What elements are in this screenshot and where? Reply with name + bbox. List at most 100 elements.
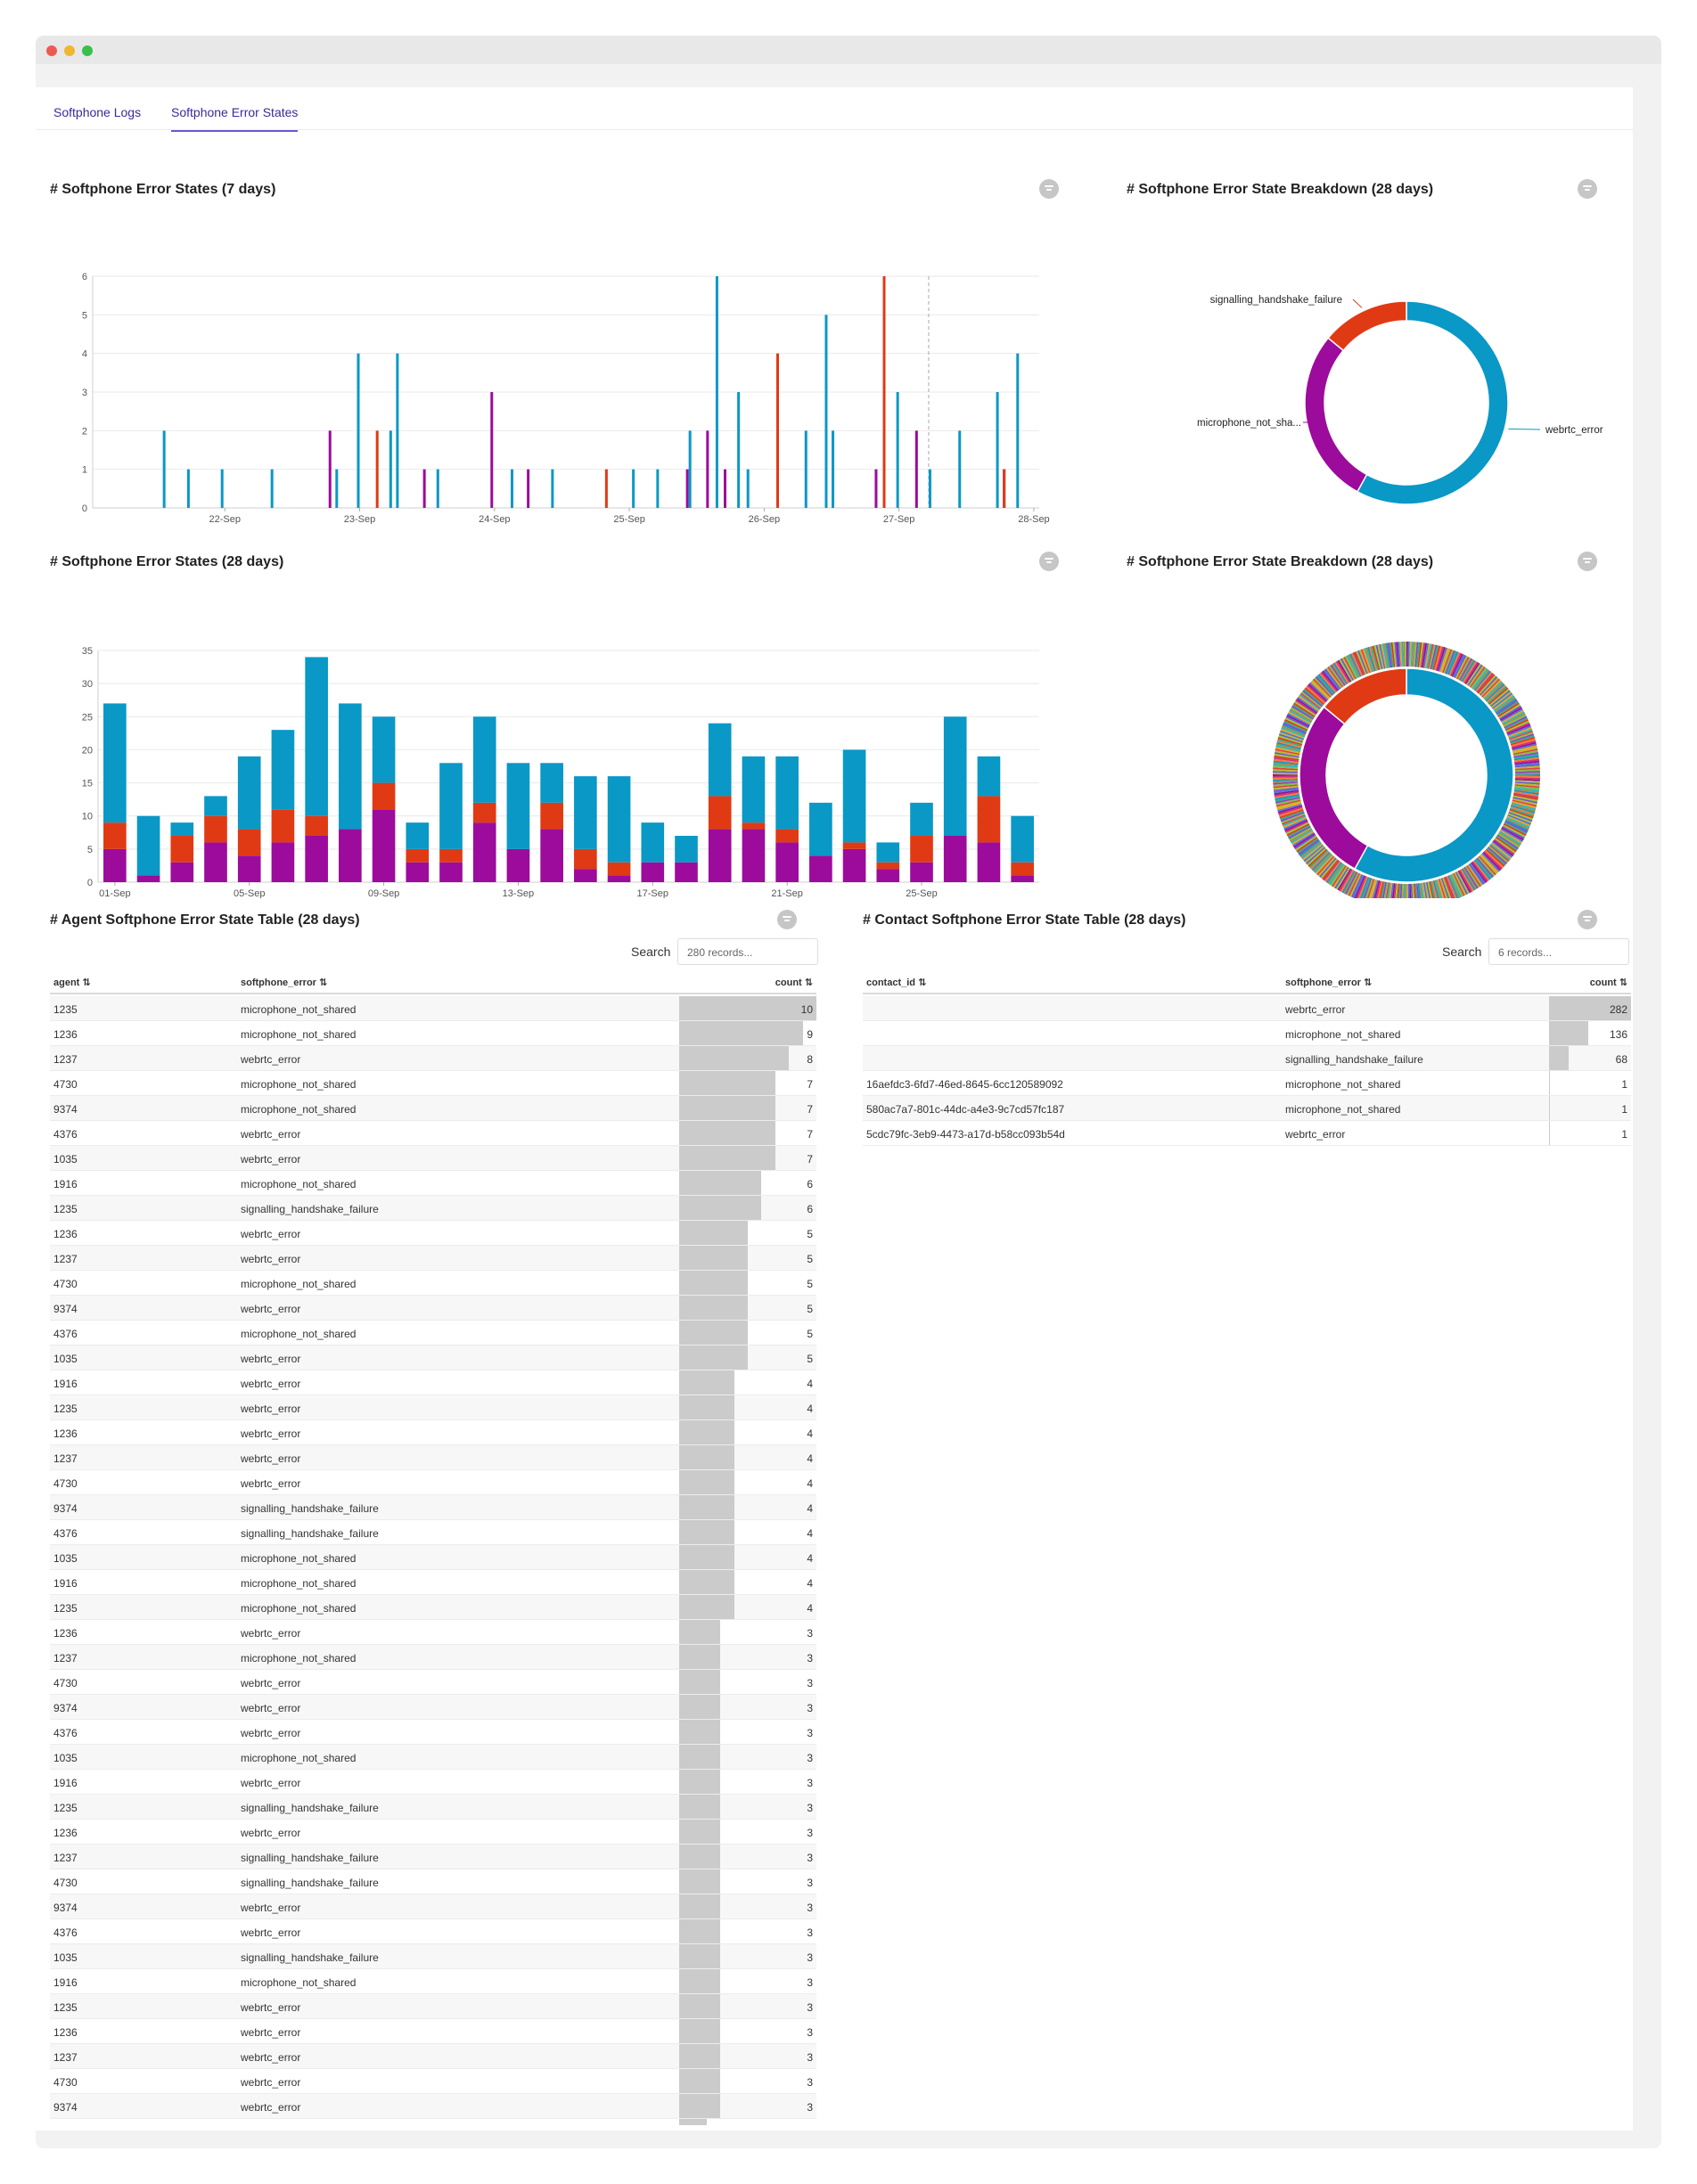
minimize-window-icon[interactable] (64, 45, 75, 56)
table-row[interactable]: 4730 signalling_handshake_failure 3 (50, 1869, 816, 1894)
table-row[interactable]: 1035 webrtc_error 5 (50, 1346, 816, 1370)
column-header-softphone_error[interactable]: softphone_error ⇅ (241, 977, 328, 988)
table-row[interactable]: 1035 microphone_not_shared 3 (50, 1745, 816, 1770)
table-row[interactable]: 4376 webrtc_error 7 (50, 1121, 816, 1146)
bar-segment-webrtc_error (742, 756, 766, 823)
table-row[interactable]: 4376 webrtc_error 3 (50, 1919, 816, 1944)
filter-icon[interactable] (1039, 179, 1059, 199)
table-row[interactable]: microphone_not_shared 136 (863, 1021, 1631, 1046)
table-row[interactable]: 4376 webrtc_error 3 (50, 1720, 816, 1745)
outer-ring-segment (1409, 883, 1412, 898)
table-row[interactable]: 1237 signalling_handshake_failure 3 (50, 1845, 816, 1869)
close-window-icon[interactable] (46, 45, 57, 56)
table-row[interactable]: 9374 webrtc_error 3 (50, 1695, 816, 1720)
table-row[interactable]: 580ac7a7-801c-44dc-a4e3-9c7cd57fc187 micr… (863, 1096, 1631, 1121)
bar-webrtc_error (737, 392, 741, 508)
table-row[interactable]: 16aefdc3-6fd7-46ed-8645-6cc120589092 micr… (863, 1071, 1631, 1096)
outer-ring-segment (1294, 834, 1316, 850)
tab-softphone-logs[interactable]: Softphone Logs (53, 105, 142, 119)
outer-ring-segment (1492, 839, 1514, 857)
table-row[interactable]: 1235 webrtc_error 3 (50, 1994, 816, 2019)
outer-ring-segment (1293, 833, 1316, 848)
outer-ring-segment (1483, 681, 1503, 700)
column-header-agent[interactable]: agent ⇅ (53, 977, 91, 988)
table-row[interactable]: 4376 signalling_handshake_failure 4 (50, 1520, 816, 1545)
outer-ring-segment (1476, 857, 1494, 878)
outer-ring-segment (1429, 881, 1434, 898)
tab-softphone-error-states[interactable]: Softphone Error States (171, 105, 299, 132)
table-row[interactable]: 5cdc79fc-3eb9-4473-a17d-b58cc093b54d webr… (863, 1121, 1631, 1146)
agent-search-input[interactable]: 280 records... (677, 938, 818, 965)
table-row[interactable]: 1237 webrtc_error 5 (50, 1246, 816, 1271)
bar-segment-webrtc_error (339, 703, 362, 830)
filter-icon[interactable] (1039, 552, 1059, 571)
table-row[interactable]: 4730 microphone_not_shared 5 (50, 1271, 816, 1296)
table-row[interactable]: 9374 microphone_not_shared 7 (50, 1096, 816, 1121)
table-row[interactable]: 1236 webrtc_error 3 (50, 1820, 816, 1845)
table-row[interactable]: 1237 microphone_not_shared 3 (50, 1645, 816, 1670)
table-row[interactable]: 1916 microphone_not_shared 6 (50, 1171, 816, 1196)
outer-ring-segment (1450, 874, 1463, 898)
table-row[interactable]: 1035 webrtc_error 7 (50, 1146, 816, 1171)
outer-ring-segment (1509, 732, 1534, 742)
table-row[interactable]: 1235 microphone_not_shared 4 (50, 1595, 816, 1620)
table-row[interactable]: signalling_handshake_failure 68 (863, 1046, 1631, 1071)
table-row[interactable]: 1236 webrtc_error 3 (50, 1620, 816, 1645)
outer-ring-segment (1514, 758, 1540, 764)
table-row[interactable]: 1235 webrtc_error 4 (50, 1395, 816, 1420)
outer-ring-segment (1504, 819, 1529, 831)
cell-contact_id: 580ac7a7-801c-44dc-a4e3-9c7cd57fc187 (866, 1103, 1065, 1116)
table-row[interactable]: 1035 microphone_not_shared 4 (50, 1545, 816, 1570)
table-row[interactable]: 1235 microphone_not_shared 10 (50, 996, 816, 1021)
x-tick-label: 05-Sep (234, 888, 265, 898)
table-row[interactable]: 4730 microphone_not_shared 7 (50, 1071, 816, 1096)
column-header-contact_id[interactable]: contact_id ⇅ (866, 977, 927, 988)
table-row[interactable]: 9374 webrtc_error 3 (50, 2094, 816, 2119)
table-row[interactable]: 1236 webrtc_error 4 (50, 1420, 816, 1445)
table-row[interactable]: 1237 webrtc_error 8 (50, 1046, 816, 1071)
table-row[interactable]: 1916 microphone_not_shared 3 (50, 1969, 816, 1994)
count-bar (679, 1845, 721, 1869)
column-header-count[interactable]: count ⇅ (1589, 977, 1627, 988)
table-row[interactable]: 1235 signalling_handshake_failure 3 (50, 1795, 816, 1820)
filter-icon[interactable] (1578, 179, 1597, 199)
outer-ring-segment (1514, 764, 1540, 768)
cell-agent: 4376 (53, 1727, 78, 1739)
table-row[interactable]: 4730 webrtc_error 3 (50, 1670, 816, 1695)
y-tick-label: 0 (87, 878, 93, 888)
column-header-softphone_error[interactable]: softphone_error ⇅ (1285, 977, 1373, 988)
chart-error-states-7d: 0 1 2 3 4 5 6 22-Sep 23-Sep 24-Sep 25-Sep 26-Sep 27-… (82, 272, 1050, 524)
column-header-count[interactable]: count ⇅ (775, 977, 813, 988)
table-row[interactable]: 1237 webrtc_error 3 (50, 2044, 816, 2069)
outer-ring-segment (1381, 881, 1386, 898)
outer-ring-segment (1285, 716, 1309, 729)
bar-signalling_handshake_failure (604, 469, 608, 508)
table-row[interactable]: 1916 webrtc_error 4 (50, 1370, 816, 1395)
table-row[interactable]: 4376 microphone_not_shared 5 (50, 1321, 816, 1346)
outer-ring-segment (1432, 879, 1439, 898)
filter-icon[interactable] (1578, 910, 1597, 929)
table-row[interactable]: 1235 signalling_handshake_failure 6 (50, 1196, 816, 1221)
contact-search-input[interactable]: 6 records... (1488, 938, 1629, 965)
table-row[interactable]: 4730 webrtc_error 4 (50, 1470, 816, 1495)
table-row[interactable]: 9374 webrtc_error 3 (50, 1894, 816, 1919)
table-row[interactable]: 1035 signalling_handshake_failure 3 (50, 1944, 816, 1969)
table-row[interactable]: 1916 microphone_not_shared 4 (50, 1570, 816, 1595)
outer-ring-segment (1479, 855, 1498, 875)
table-row[interactable]: 1236 webrtc_error 5 (50, 1221, 816, 1246)
table-row[interactable]: 1236 webrtc_error 3 (50, 2019, 816, 2044)
cell-count: 5 (807, 1228, 813, 1240)
table-row[interactable]: 9374 webrtc_error 5 (50, 1296, 816, 1321)
table-row[interactable]: webrtc_error 282 (863, 996, 1631, 1021)
outer-ring-segment (1273, 778, 1299, 781)
table-row[interactable]: 1237 webrtc_error 4 (50, 1445, 816, 1470)
table-row[interactable]: 4730 webrtc_error 3 (50, 2069, 816, 2094)
maximize-window-icon[interactable] (82, 45, 93, 56)
filter-icon[interactable] (777, 910, 797, 929)
table-row[interactable]: 1916 webrtc_error 3 (50, 1770, 816, 1795)
filter-icon[interactable] (1578, 552, 1597, 571)
table-row[interactable]: 9374 signalling_handshake_failure 4 (50, 1495, 816, 1520)
y-tick-label: 35 (82, 646, 93, 657)
table-row[interactable]: 1236 microphone_not_shared 9 (50, 1021, 816, 1046)
